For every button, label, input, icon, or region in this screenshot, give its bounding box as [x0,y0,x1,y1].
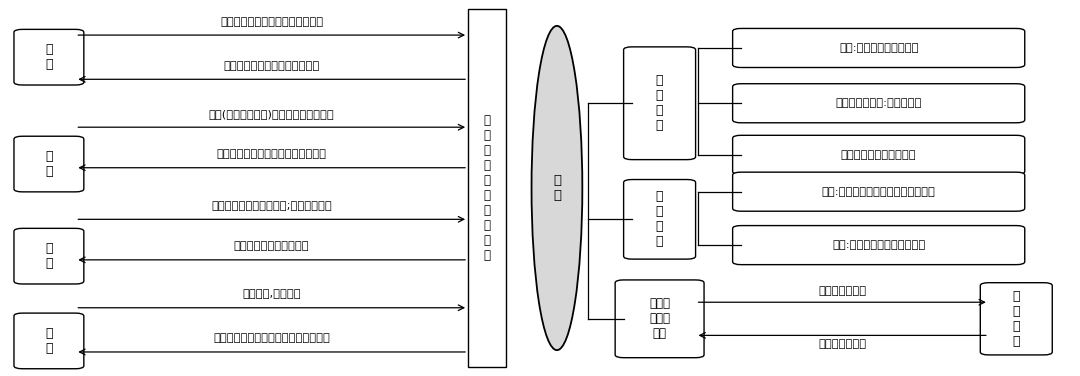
Text: 与
自
然
要
素
的
相
互
关
系: 与 自 然 要 素 的 相 互 关 系 [484,114,490,262]
Text: 涵蓄水源、影响含沙量、下渗、径流量: 涵蓄水源、影响含沙量、下渗、径流量 [213,334,330,344]
FancyBboxPatch shape [732,135,1025,174]
Text: 调节温差、增加蒸腾、调节大气成分: 调节温差、增加蒸腾、调节大气成分 [217,149,326,159]
FancyBboxPatch shape [981,283,1052,355]
Text: 影响土壤侵蚀、土壤改良: 影响土壤侵蚀、土壤改良 [234,241,310,252]
Text: 与人类
活动的
关系: 与人类 活动的 关系 [649,297,670,340]
FancyBboxPatch shape [14,136,84,192]
FancyBboxPatch shape [623,179,696,259]
FancyBboxPatch shape [732,172,1025,211]
Text: 热量(决定植被类型)、光照、降水、风向: 热量(决定植被类型)、光照、降水、风向 [208,109,335,119]
Text: 影响植被垂直分异和非地带性分布: 影响植被垂直分异和非地带性分布 [220,17,323,27]
Text: 植被是自然带的重要指标: 植被是自然带的重要指标 [841,150,917,160]
FancyBboxPatch shape [732,29,1025,68]
Bar [468,9,507,367]
FancyBboxPatch shape [616,280,704,358]
Text: 人
类
活
动: 人 类 活 动 [1013,290,1020,348]
Text: 类型:自然植被和人工植被: 类型:自然植被和人工植被 [839,43,918,53]
FancyBboxPatch shape [14,228,84,284]
Text: 影响植被覆盖率: 影响植被覆盖率 [819,339,866,349]
Text: 生
长
条
件: 生 长 条 件 [656,190,663,248]
Text: 植
被: 植 被 [553,174,561,202]
Text: 热量:常绿林、落叶林、针叶林的变化: 热量:常绿林、落叶林、针叶林的变化 [822,187,935,197]
Text: 地
形: 地 形 [45,43,53,71]
Text: 土
壤: 土 壤 [45,242,53,270]
Text: 酸性、碱性影响植被类型;肥力影响生长: 酸性、碱性影响植被类型;肥力影响生长 [212,201,332,211]
Text: 防风固沙、减少侵蚀地貌的形成: 防风固沙、减少侵蚀地貌的形成 [224,61,320,71]
Text: 提供木材、草场: 提供木材、草场 [819,286,866,296]
Text: 水分充足,植被丰富: 水分充足,植被丰富 [242,289,301,299]
Text: 水分:森林、草原、荒漠的变化: 水分:森林、草原、荒漠的变化 [832,240,926,250]
FancyBboxPatch shape [732,84,1025,123]
FancyBboxPatch shape [623,47,696,160]
FancyBboxPatch shape [732,226,1025,265]
Text: 衡量疏密的指标:植被覆盖率: 衡量疏密的指标:植被覆盖率 [836,98,922,108]
Text: 水
文: 水 文 [45,327,53,355]
FancyBboxPatch shape [14,29,84,85]
Text: 基
本
知
识: 基 本 知 识 [656,74,663,132]
Ellipse shape [531,26,582,350]
Text: 气
候: 气 候 [45,150,53,178]
FancyBboxPatch shape [14,313,84,369]
